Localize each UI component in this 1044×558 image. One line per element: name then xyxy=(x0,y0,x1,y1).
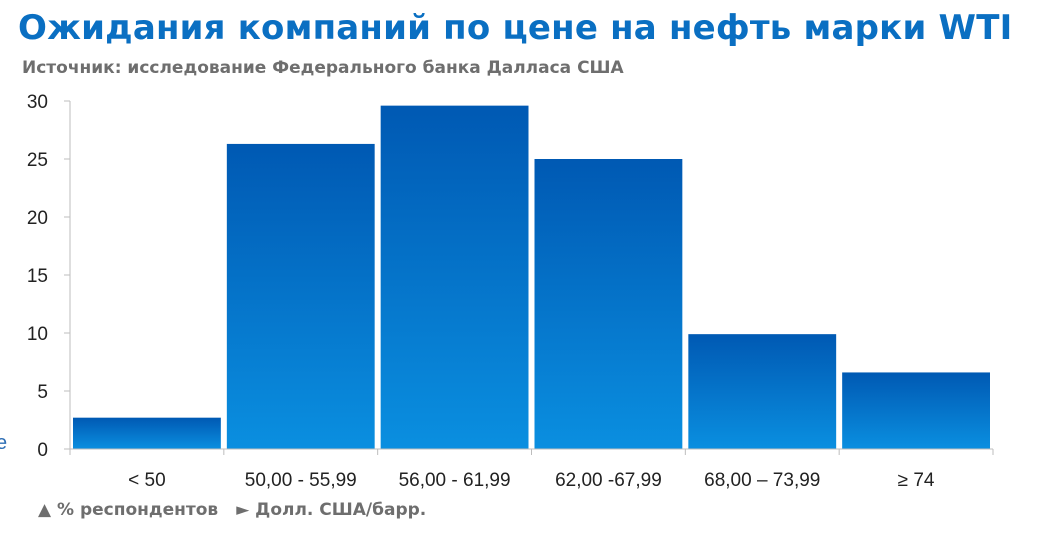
bars-group xyxy=(73,105,990,450)
x-unit-note: ► Долл. США/барр. xyxy=(236,500,427,520)
y-tick-label: 30 xyxy=(27,92,48,113)
bar-chart: 0 5 10 15 20 25 30 < 50 50,00 - 55,99 56,00 - 61… xyxy=(27,92,994,491)
chart-subtitle: Источник: исследование Федерального банк… xyxy=(22,58,624,78)
y-tick-label: 20 xyxy=(27,208,48,229)
x-category-label: 56,00 - 61,99 xyxy=(399,470,511,491)
y-tick-label: 5 xyxy=(37,382,48,403)
x-category-label: 62,00 -67,99 xyxy=(555,470,662,491)
y-tick-label: 0 xyxy=(37,440,48,461)
bar xyxy=(842,372,990,449)
chart-title: Ожидания компаний по цене на нефть марки… xyxy=(18,8,1013,48)
y-tick-label: 15 xyxy=(27,266,48,287)
bar xyxy=(73,417,221,449)
bar xyxy=(688,334,837,449)
y-axis-ticks: 0 5 10 15 20 25 30 xyxy=(27,92,70,461)
y-tick-label: 25 xyxy=(27,150,48,171)
x-category-label: ≥ 74 xyxy=(898,470,935,491)
bar xyxy=(226,143,375,450)
chart-footer: ▲ % респондентов ► Долл. США/барр. xyxy=(38,500,426,520)
axes-group xyxy=(69,101,994,455)
y-tick-label: 10 xyxy=(27,324,48,345)
x-category-label: 50,00 - 55,99 xyxy=(245,470,357,491)
category-labels: < 50 50,00 - 55,99 56,00 - 61,99 62,00 -67,… xyxy=(128,470,935,491)
y-unit-note: ▲ % респондентов xyxy=(38,500,219,520)
edge-fragment-letter: e xyxy=(0,432,8,454)
x-category-label: 68,00 – 73,99 xyxy=(704,470,820,491)
bar xyxy=(534,159,683,449)
bar xyxy=(380,105,529,449)
x-category-label: < 50 xyxy=(128,470,166,491)
